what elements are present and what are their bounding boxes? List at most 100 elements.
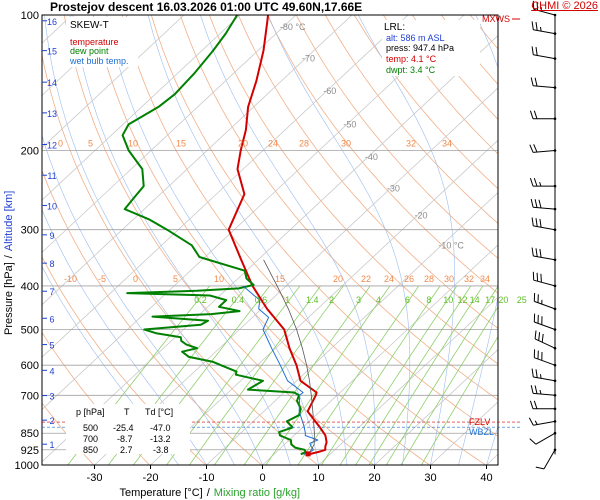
credit-link[interactable]: CHMI © 2026: [531, 0, 598, 12]
wind-barb-feather: [528, 417, 534, 426]
wind-barb: [535, 448, 557, 470]
pressure-tick-label: 600: [21, 360, 39, 372]
mixing-ratio-label: 0.6: [255, 295, 268, 305]
wind-barb-feather: [531, 217, 534, 226]
wind-barb-feather: [540, 273, 542, 283]
isotherm: [94, 87, 498, 465]
lrl-dewpoint: dwpt: 3.4 °C: [386, 65, 436, 75]
table-cell: -47.0: [150, 423, 171, 433]
wind-barb-shaft: [535, 432, 556, 445]
wind-barb-feather: [529, 400, 534, 409]
isotherm: [374, 349, 498, 465]
table-header-p: p [hPa]: [76, 407, 105, 417]
pressure-tick-label: 100: [21, 10, 39, 22]
wind-barb-shaft: [533, 392, 556, 396]
wind-barb-half-feather: [540, 374, 542, 379]
isotherm: [42, 35, 498, 463]
wind-barb: [529, 431, 557, 445]
dry-adiabat-label: 32: [464, 274, 474, 284]
wind-barb-feather: [533, 144, 538, 153]
wind-barb: [531, 247, 557, 262]
mixing-ratio-label: 3: [356, 295, 361, 305]
dry-adiabat: [208, 15, 498, 365]
altitude-tick-label: 16: [47, 17, 57, 27]
wind-barb-feather: [530, 198, 534, 208]
altitude-tick-label: 8: [49, 259, 54, 269]
table-header-t: T: [124, 407, 130, 417]
pressure-tick-label: 925: [21, 445, 39, 457]
wind-barb-feather: [531, 21, 534, 30]
pressure-tick-label: 700: [21, 390, 39, 402]
dry-adiabat-label: 5: [173, 274, 178, 284]
level-table: p [hPa] T Td [°C] 500 -25.4 -47.0 700 -8…: [66, 404, 190, 455]
wind-barb: [533, 349, 557, 367]
wind-barb-feather: [536, 272, 539, 282]
temperature-tick-label: 40: [480, 472, 492, 484]
wind-barb-shaft: [534, 321, 556, 330]
surface-marker: [305, 451, 311, 457]
wind-barb-feather: [530, 77, 534, 86]
series-temperature: [227, 15, 328, 456]
dry-adiabat: [266, 15, 498, 294]
legend-header: SKEW-T: [70, 20, 109, 31]
table-cell: -3.8: [153, 445, 169, 455]
wind-barb-shaft: [543, 449, 556, 470]
dry-adiabat: [528, 15, 600, 465]
wind-barb-feather: [535, 466, 545, 470]
mixing-ratio-label: 14: [470, 295, 480, 305]
temperature-tick-label: 30: [424, 472, 436, 484]
wind-barb-shaft: [533, 255, 556, 261]
dry-adiabat: [295, 15, 498, 259]
wind-barb: [531, 21, 557, 35]
altitude-tick-label: 4: [49, 366, 54, 376]
isotherm-label: -50: [343, 120, 356, 130]
legend-dew-point: dew point: [70, 46, 109, 56]
wind-barb-half-feather: [540, 26, 542, 32]
legend-temperature: temperature: [70, 37, 119, 47]
mixing-ratio-label: 8: [426, 295, 431, 305]
isotherm: [42, 15, 409, 358]
wind-barb: [530, 77, 557, 89]
temperature-tick-label: 20: [368, 472, 380, 484]
wind-barb-shaft: [534, 300, 556, 310]
wind-barb-shaft: [533, 54, 556, 60]
wind-barb-feather: [535, 47, 538, 56]
dry-adiabat-label: -10: [64, 274, 77, 284]
wind-barb: [531, 368, 557, 383]
isotherm: [42, 15, 465, 410]
wind-barb-feather: [539, 218, 542, 228]
wind-barb-feather: [539, 248, 542, 258]
lrl-pressure: press: 947.4 hPa: [386, 43, 454, 53]
moist-adiabat: [486, 425, 498, 465]
altitude-tick-label: 1: [49, 440, 54, 450]
wind-barb-shaft: [533, 376, 556, 382]
dry-adiabat: [586, 15, 600, 465]
isotherm: [42, 15, 353, 306]
altitude-tick-label: 7: [49, 287, 54, 297]
wind-barb-feather: [534, 330, 537, 339]
mixing-ratio-label: 0.4: [232, 295, 245, 305]
wind-barb: [530, 198, 557, 211]
altitude-tick-label: 15: [47, 47, 57, 57]
wind-barb: [529, 177, 557, 188]
isotherm-label: -40: [365, 152, 378, 162]
series-parcel: [263, 259, 315, 455]
dry-adiabat-label: 15: [275, 274, 285, 284]
table-cell: -25.4: [113, 423, 134, 433]
pressure-tick-label: 200: [21, 145, 39, 157]
dry-adiabat-label: 0: [58, 138, 63, 148]
chart-title: Prostejov descent 16.03.2026 01:00 UTC 4…: [50, 0, 363, 14]
wind-barb-half-feather: [539, 181, 542, 187]
dry-adiabat-label: 20: [333, 274, 343, 284]
isotherm: [262, 244, 498, 465]
wind-barb-feather: [534, 385, 538, 394]
altitude-tick-label: 6: [49, 314, 54, 324]
dry-adiabat-label: 0: [133, 274, 138, 284]
series-dew-point: [121, 15, 307, 456]
isotherm: [318, 296, 498, 465]
wind-barb-shaft: [534, 338, 556, 349]
wind-barb: [532, 271, 557, 288]
wind-barb: [528, 417, 557, 426]
lrl-altitude: alt: 586 m ASL: [386, 33, 445, 43]
